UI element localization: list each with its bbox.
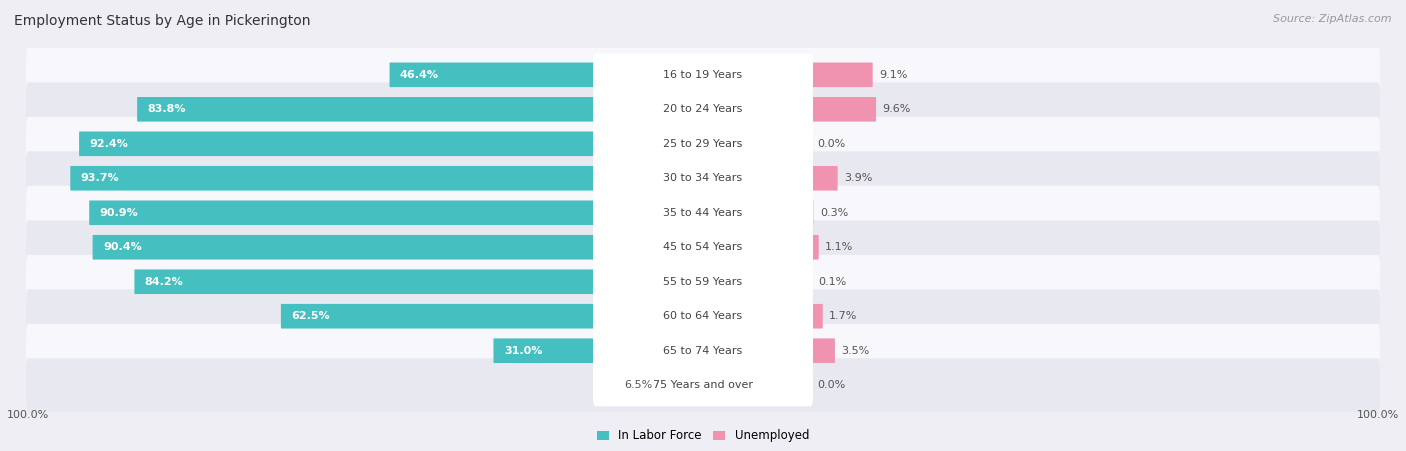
FancyBboxPatch shape xyxy=(593,54,813,96)
FancyBboxPatch shape xyxy=(27,117,1379,170)
Text: Employment Status by Age in Pickerington: Employment Status by Age in Pickerington xyxy=(14,14,311,28)
FancyBboxPatch shape xyxy=(593,192,813,234)
FancyBboxPatch shape xyxy=(27,83,1379,136)
Text: 60 to 64 Years: 60 to 64 Years xyxy=(664,311,742,321)
FancyBboxPatch shape xyxy=(27,48,1379,102)
FancyBboxPatch shape xyxy=(138,97,703,122)
Text: 3.9%: 3.9% xyxy=(844,173,873,183)
Text: 90.9%: 90.9% xyxy=(100,208,138,218)
FancyBboxPatch shape xyxy=(27,221,1379,274)
Text: 0.0%: 0.0% xyxy=(818,380,846,390)
FancyBboxPatch shape xyxy=(811,201,813,225)
FancyBboxPatch shape xyxy=(811,63,873,87)
FancyBboxPatch shape xyxy=(811,97,876,122)
Text: 0.0%: 0.0% xyxy=(818,139,846,149)
FancyBboxPatch shape xyxy=(593,123,813,165)
Text: 16 to 19 Years: 16 to 19 Years xyxy=(664,70,742,80)
FancyBboxPatch shape xyxy=(93,235,703,259)
Text: 31.0%: 31.0% xyxy=(503,346,543,356)
FancyBboxPatch shape xyxy=(281,304,703,328)
Text: Source: ZipAtlas.com: Source: ZipAtlas.com xyxy=(1274,14,1392,23)
Text: 35 to 44 Years: 35 to 44 Years xyxy=(664,208,742,218)
FancyBboxPatch shape xyxy=(27,358,1379,412)
FancyBboxPatch shape xyxy=(593,88,813,130)
Text: 6.5%: 6.5% xyxy=(624,380,652,390)
FancyBboxPatch shape xyxy=(27,290,1379,343)
Legend: In Labor Force, Unemployed: In Labor Force, Unemployed xyxy=(598,429,808,442)
FancyBboxPatch shape xyxy=(593,261,813,303)
FancyBboxPatch shape xyxy=(494,338,703,363)
Text: 65 to 74 Years: 65 to 74 Years xyxy=(664,346,742,356)
FancyBboxPatch shape xyxy=(593,295,813,337)
Text: 92.4%: 92.4% xyxy=(90,139,128,149)
Text: 0.3%: 0.3% xyxy=(820,208,848,218)
FancyBboxPatch shape xyxy=(811,304,823,328)
Text: 1.1%: 1.1% xyxy=(825,242,853,252)
Text: 20 to 24 Years: 20 to 24 Years xyxy=(664,104,742,114)
FancyBboxPatch shape xyxy=(27,255,1379,308)
Text: 45 to 54 Years: 45 to 54 Years xyxy=(664,242,742,252)
FancyBboxPatch shape xyxy=(593,157,813,199)
FancyBboxPatch shape xyxy=(389,63,703,87)
Text: 1.7%: 1.7% xyxy=(830,311,858,321)
Text: 90.4%: 90.4% xyxy=(103,242,142,252)
Text: 84.2%: 84.2% xyxy=(145,277,184,287)
FancyBboxPatch shape xyxy=(27,186,1379,239)
FancyBboxPatch shape xyxy=(27,324,1379,377)
Text: 9.1%: 9.1% xyxy=(879,70,907,80)
Text: 9.6%: 9.6% xyxy=(883,104,911,114)
Text: 46.4%: 46.4% xyxy=(399,70,439,80)
Text: 30 to 34 Years: 30 to 34 Years xyxy=(664,173,742,183)
FancyBboxPatch shape xyxy=(593,364,813,406)
FancyBboxPatch shape xyxy=(135,269,703,294)
FancyBboxPatch shape xyxy=(811,166,838,191)
Text: 93.7%: 93.7% xyxy=(80,173,120,183)
FancyBboxPatch shape xyxy=(89,201,703,225)
Text: 25 to 29 Years: 25 to 29 Years xyxy=(664,139,742,149)
FancyBboxPatch shape xyxy=(811,235,818,259)
Text: 0.1%: 0.1% xyxy=(818,277,846,287)
Text: 62.5%: 62.5% xyxy=(291,311,330,321)
FancyBboxPatch shape xyxy=(811,338,835,363)
Text: 75 Years and over: 75 Years and over xyxy=(652,380,754,390)
FancyBboxPatch shape xyxy=(70,166,703,191)
FancyBboxPatch shape xyxy=(593,330,813,372)
FancyBboxPatch shape xyxy=(27,152,1379,205)
FancyBboxPatch shape xyxy=(593,226,813,268)
Text: 55 to 59 Years: 55 to 59 Years xyxy=(664,277,742,287)
Text: 83.8%: 83.8% xyxy=(148,104,186,114)
FancyBboxPatch shape xyxy=(79,132,703,156)
Text: 3.5%: 3.5% xyxy=(841,346,869,356)
